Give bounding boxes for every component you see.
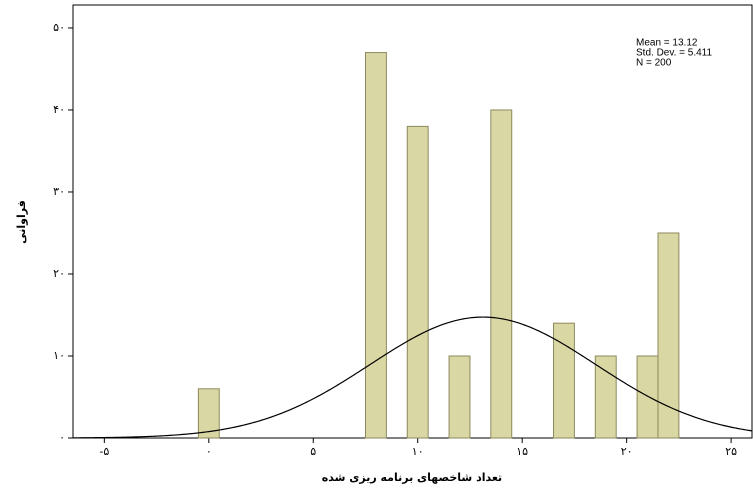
y-tick-label: ۴۰	[53, 103, 65, 116]
bar	[406, 125, 429, 439]
stat-label: N = 200	[636, 58, 672, 69]
bar	[553, 322, 575, 439]
x-tick-label: ۵	[310, 445, 316, 458]
stat-label: Std. Dev. = 5.411	[636, 48, 713, 59]
y-tick-label: ۰	[59, 431, 65, 444]
bar	[448, 355, 471, 439]
normal-curve	[72, 316, 753, 439]
y-tick-label: ۳۰	[53, 185, 65, 198]
x-tick-label: ۲۵	[725, 445, 737, 458]
y-tick-label: ۲۰	[53, 267, 65, 280]
x-axis-label: تعداد شاخصهای برنامه ریزی شده	[322, 471, 502, 484]
bar	[197, 388, 220, 439]
bar	[490, 109, 513, 439]
x-tick-label: ۱۵	[516, 445, 528, 458]
bar	[364, 52, 387, 439]
bar	[594, 355, 617, 439]
y-tick-label: ۵۰	[53, 21, 65, 34]
bar	[657, 232, 680, 439]
x-tick-label: ۱۰	[412, 445, 424, 458]
bar	[636, 355, 659, 439]
y-axis-label: فراوانی	[15, 200, 28, 244]
x-tick-label: ۲۰	[621, 445, 633, 458]
stat-label: Mean = 13.12	[636, 38, 698, 49]
y-tick-label: ۱۰	[53, 349, 65, 362]
x-tick-label: -۵	[99, 445, 109, 458]
x-tick-label: ۰	[206, 445, 212, 458]
